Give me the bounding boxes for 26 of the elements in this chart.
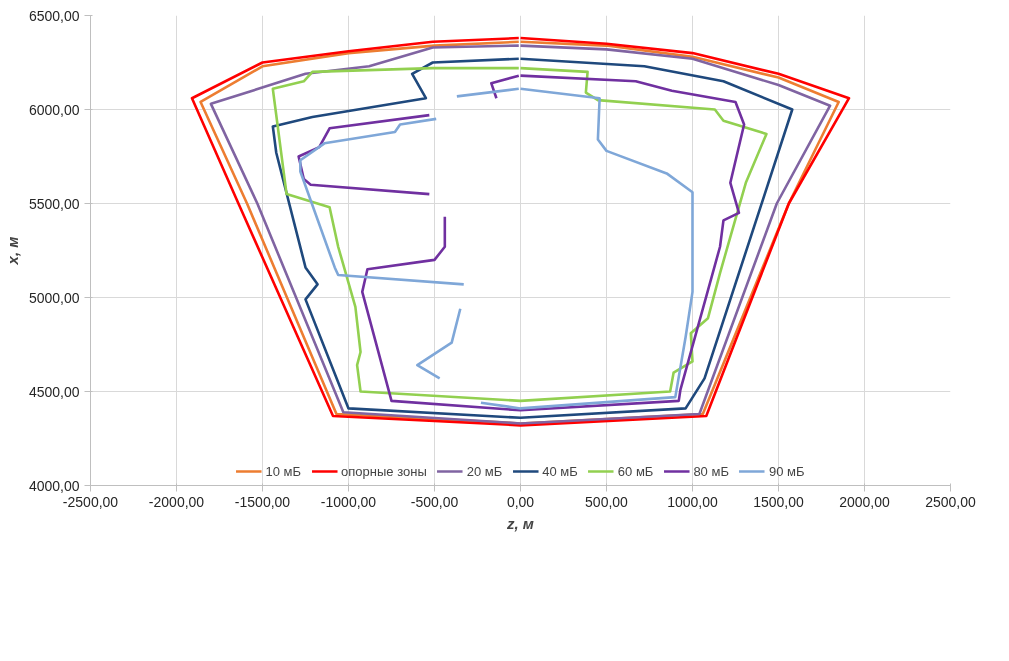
y-tick-label: 6500,00 — [28, 7, 80, 24]
x-tick-label: -2000,00 — [148, 493, 205, 510]
x-tick-label: 0,00 — [506, 493, 535, 510]
y-tick-label: 5000,00 — [28, 289, 80, 306]
x-tick-label: 2500,00 — [925, 493, 977, 510]
x-tick-label: 1000,00 — [667, 493, 719, 510]
x-tick-label: 500,00 — [585, 493, 629, 510]
x-tick-label: 1500,00 — [753, 493, 805, 510]
y-axis-title: x, м — [3, 236, 21, 266]
legend-label: 20 мБ — [466, 463, 503, 479]
y-tick-label: 4000,00 — [28, 477, 80, 494]
y-tick-label: 5500,00 — [28, 195, 80, 212]
legend-label: опорные зоны — [341, 463, 427, 479]
y-tick-label: 4500,00 — [28, 383, 80, 400]
legend-label: 60 мБ — [617, 463, 654, 479]
x-axis-title: z, м — [506, 514, 534, 532]
legend-label: 40 мБ — [542, 463, 578, 479]
y-tick-label: 6000,00 — [28, 101, 80, 118]
x-tick-label: -2500,00 — [62, 493, 119, 510]
x-tick-label: -1000,00 — [320, 493, 377, 510]
legend-label: 90 мБ — [768, 463, 805, 479]
x-tick-label: 2000,00 — [839, 493, 891, 510]
legend-label: 10 мБ — [265, 463, 302, 479]
x-tick-label: -500,00 — [410, 493, 459, 510]
x-tick-label: -1500,00 — [234, 493, 291, 510]
legend-label: 80 мБ — [693, 463, 729, 479]
